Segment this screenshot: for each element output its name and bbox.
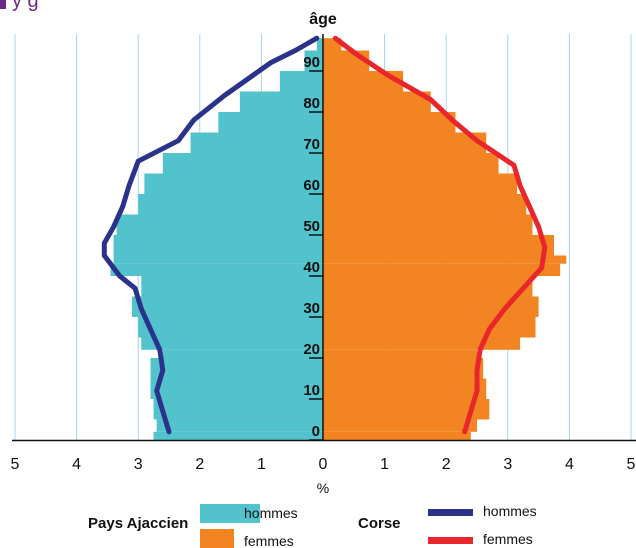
bar-femmes-age-25 [323,317,536,338]
bar-femmes-age-55 [323,194,527,215]
age-tick-label-30: 30 [303,300,320,317]
legend-swatch-corse-femmes [428,537,473,544]
x-tick-label-left-4: 4 [72,456,81,473]
bar-hommes-age-20 [162,349,323,358]
age-tick-label-60: 60 [303,177,320,194]
age-tick-label-90: 90 [303,54,320,71]
age-tick-label-80: 80 [303,95,320,112]
x-tick-label-0: 0 [319,456,328,473]
bar-hommes-age-55 [138,194,323,215]
age-tick-label-0: 0 [312,423,320,440]
bar-femmes-age-10 [323,378,487,399]
bar-femmes-age-35 [323,276,533,297]
bar-hommes-age-90 [304,50,323,71]
x-tick-label-left-1: 1 [257,456,266,473]
bar-hommes-age-85 [279,71,323,92]
bar-hommes-age-35 [141,276,323,297]
x-tick-label-left-5: 5 [11,456,20,473]
bar-femmes-age-60 [323,173,518,194]
series-line-corse-femmes [332,35,548,435]
bar-femmes-age-20 [323,349,477,358]
x-tick-label-right-4: 4 [565,456,574,473]
bar-hommes-age-40 [110,263,323,276]
legend-label-pays-femmes: femmes [244,533,294,548]
bar-femmes-age-75 [323,112,456,133]
bar-femmes-age-65 [323,153,499,174]
bar-hommes-age-25 [138,317,323,338]
x-axis-unit: % [317,480,329,496]
legend: Pays Ajaccien hommes femmes Corse hommes… [88,503,537,548]
bar-hommes-age-45 [113,235,323,256]
legend-group-pays-ajaccien: Pays Ajaccien [88,515,188,532]
x-tick-label-left-2: 2 [195,456,204,473]
legend-swatch-pays-femmes [200,529,234,548]
x-tick-label-right-2: 2 [442,456,451,473]
bar-hommes-age-30 [132,296,323,317]
legend-group-corse: Corse [358,515,401,532]
series-line-corse-hommes [101,35,320,435]
bar-femmes-age-15 [323,358,484,379]
bar-femmes-age-5 [323,399,490,420]
legend-label-pays-hommes: hommes [244,505,298,521]
lines-layer [101,35,548,435]
bar-hommes-age-80 [239,91,323,112]
bar-femmes-age-43 [323,255,567,264]
bar-femmes-age-2 [323,419,477,432]
bar-femmes-age-0 [323,431,471,440]
age-tick-label-40: 40 [303,259,320,276]
bar-hommes-age-0 [153,431,323,440]
legend-label-corse-femmes: femmes [483,531,533,547]
bar-femmes-age-50 [323,214,533,235]
legend-label-corse-hommes: hommes [483,503,537,519]
x-tick-label-right-1: 1 [380,456,389,473]
bar-femmes-age-45 [323,235,554,256]
x-tick-label-right-5: 5 [627,456,636,473]
bar-hommes-age-10 [150,378,323,399]
bar-hommes-age-5 [153,399,323,420]
title-bar: y g [0,0,636,24]
bar-hommes-age-50 [116,214,323,235]
age-tick-label-10: 10 [303,382,320,399]
y-axis-title: âge [309,11,337,28]
age-tick-label-70: 70 [303,136,320,153]
bar-femmes-age-85 [323,71,404,92]
title-accent [0,0,6,9]
bar-femmes-age-30 [323,296,539,317]
x-tick-label-left-3: 3 [134,456,143,473]
x-tick-label-right-3: 3 [503,456,512,473]
bar-femmes-age-70 [323,132,487,153]
bar-hommes-age-2 [156,419,323,432]
bar-hommes-age-43 [113,255,323,264]
page-title: y g [12,0,39,12]
bar-hommes-age-22 [141,337,323,350]
legend-swatch-corse-hommes [428,509,473,516]
bar-femmes-age-40 [323,263,561,276]
bars-layer [110,38,567,440]
legend-swatch-pays-hommes [200,504,260,523]
bar-hommes-age-95 [316,38,323,51]
bar-femmes-age-80 [323,91,431,112]
bar-hommes-age-75 [218,112,323,133]
bar-hommes-age-65 [162,153,323,174]
age-tick-label-50: 50 [303,218,320,235]
age-tick-label-20: 20 [303,341,320,358]
bar-hommes-age-60 [144,173,323,194]
bar-hommes-age-70 [190,132,323,153]
bar-hommes-age-15 [150,358,323,379]
bar-femmes-age-22 [323,337,521,350]
